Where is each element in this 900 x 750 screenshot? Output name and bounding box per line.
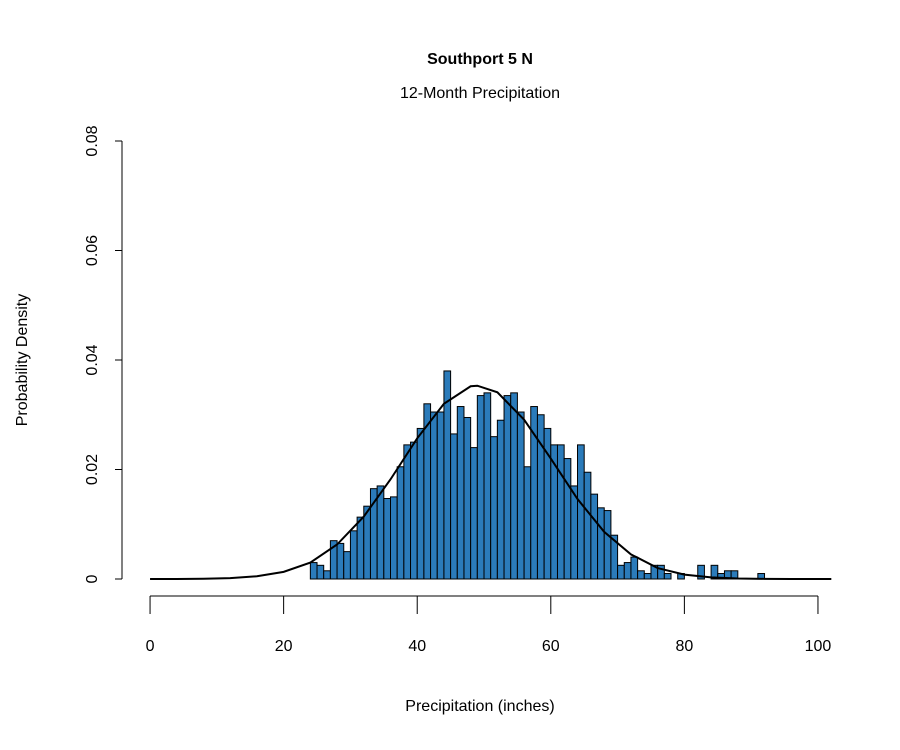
bar xyxy=(603,510,612,580)
bar xyxy=(416,427,425,580)
bar xyxy=(697,564,705,580)
y-tick-label: 0.02 xyxy=(84,454,101,485)
bar xyxy=(463,416,472,580)
bar xyxy=(436,411,445,580)
x-tick-label: 80 xyxy=(675,638,693,655)
x-tick-label: 60 xyxy=(542,638,560,655)
bar xyxy=(390,496,398,580)
bar xyxy=(563,458,572,580)
bar xyxy=(556,444,565,580)
bar xyxy=(570,485,579,580)
bar xyxy=(410,441,418,580)
bar xyxy=(510,392,518,580)
bar xyxy=(516,411,525,580)
x-tick-label: 20 xyxy=(275,638,293,655)
bar xyxy=(423,403,432,580)
bar xyxy=(403,444,412,580)
bar xyxy=(349,530,358,580)
bar xyxy=(490,436,498,580)
x-tick-label: 40 xyxy=(408,638,426,655)
y-tick-label: 0.04 xyxy=(84,344,101,375)
bar xyxy=(383,498,391,580)
bar xyxy=(376,485,385,580)
bar xyxy=(663,573,672,580)
bar xyxy=(577,444,585,580)
bar xyxy=(637,570,645,580)
bar xyxy=(657,564,665,580)
chart-subtitle: 12-Month Precipitation xyxy=(400,85,560,102)
x-tick-label: 100 xyxy=(805,638,832,655)
bar xyxy=(476,395,485,580)
bar xyxy=(583,471,592,580)
bar xyxy=(396,466,405,580)
bar xyxy=(590,493,599,580)
x-axis-label: Precipitation (inches) xyxy=(405,698,554,715)
y-tick-label: 0.06 xyxy=(84,235,101,266)
bar xyxy=(523,466,532,580)
bar xyxy=(597,507,605,580)
bar xyxy=(503,395,512,580)
bar xyxy=(363,505,371,580)
bar xyxy=(430,411,438,580)
bar xyxy=(323,570,331,580)
bar xyxy=(630,556,639,580)
bar xyxy=(343,551,351,580)
bar xyxy=(610,534,619,580)
bar xyxy=(356,516,365,580)
bar xyxy=(336,542,345,580)
bar xyxy=(643,573,652,580)
chart-title: Southport 5 N xyxy=(427,51,533,68)
y-axis-label: Probability Density xyxy=(14,294,31,427)
bar xyxy=(309,562,318,580)
bar xyxy=(316,564,325,580)
y-tick-label: 0 xyxy=(84,574,101,583)
x-tick-label: 0 xyxy=(146,638,155,655)
bar xyxy=(483,392,492,580)
bar xyxy=(617,564,625,580)
bar xyxy=(496,419,505,580)
bar xyxy=(470,447,478,580)
bar xyxy=(710,564,719,580)
bar xyxy=(623,562,632,580)
bar xyxy=(450,433,458,580)
bar xyxy=(456,406,465,580)
density-curve xyxy=(150,384,832,580)
y-tick-label: 0.08 xyxy=(84,125,101,156)
